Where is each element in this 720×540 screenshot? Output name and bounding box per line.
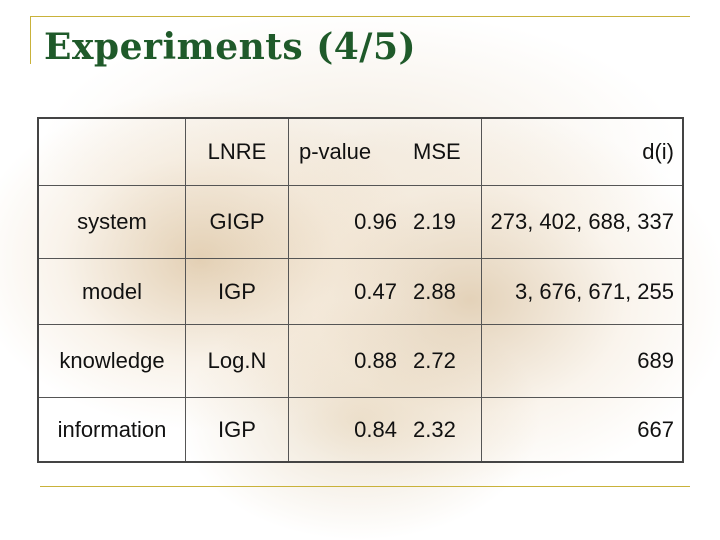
header-row-label	[37, 117, 186, 186]
bottom-rule	[40, 486, 690, 487]
header-lnre: LNRE	[185, 117, 289, 186]
slide-title: Experiments (4/5)	[44, 26, 417, 68]
row-mse: 2.88	[409, 258, 482, 325]
table-header-row: LNRE p-value MSE d(i)	[37, 117, 684, 186]
row-d-i: 689	[481, 324, 684, 398]
row-label: system	[37, 185, 186, 259]
header-p-value: p-value	[288, 117, 409, 186]
row-lnre: IGP	[185, 397, 289, 463]
table-row: knowledge Log.N 0.88 2.72 689	[37, 324, 684, 398]
header-mse: MSE	[409, 117, 482, 186]
row-label: model	[37, 258, 186, 325]
row-d-i: 3, 676, 671, 255	[481, 258, 684, 325]
row-p-value: 0.96	[288, 185, 409, 259]
row-label: knowledge	[37, 324, 186, 398]
top-rule	[30, 16, 690, 17]
table-row: system GIGP 0.96 2.19 273, 402, 688, 337	[37, 185, 684, 259]
row-p-value: 0.88	[288, 324, 409, 398]
row-d-i: 667	[481, 397, 684, 463]
table-row: model IGP 0.47 2.88 3, 676, 671, 255	[37, 258, 684, 325]
row-p-value: 0.84	[288, 397, 409, 463]
row-mse: 2.19	[409, 185, 482, 259]
header-d-i: d(i)	[481, 117, 684, 186]
row-mse: 2.72	[409, 324, 482, 398]
row-lnre: IGP	[185, 258, 289, 325]
row-mse: 2.32	[409, 397, 482, 463]
table-row: information IGP 0.84 2.32 667	[37, 397, 684, 463]
row-lnre: Log.N	[185, 324, 289, 398]
row-lnre: GIGP	[185, 185, 289, 259]
left-rule	[30, 16, 31, 64]
row-d-i: 273, 402, 688, 337	[481, 185, 684, 259]
results-table: LNRE p-value MSE d(i) system GIGP 0.96 2…	[37, 117, 684, 463]
row-p-value: 0.47	[288, 258, 409, 325]
row-label: information	[37, 397, 186, 463]
